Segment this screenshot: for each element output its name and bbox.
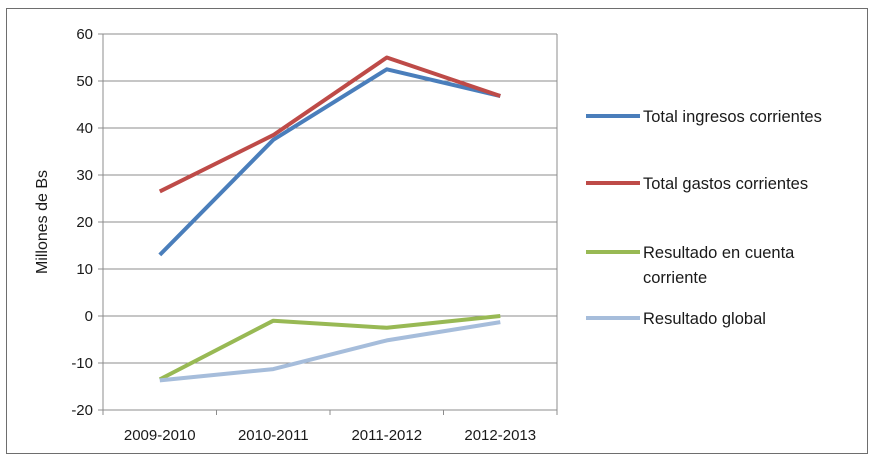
axes <box>98 33 558 415</box>
y-tick-label: 0 <box>85 308 93 325</box>
legend-label: Total gastos corrientes <box>643 175 808 193</box>
y-tick-label: 30 <box>76 167 93 184</box>
y-tick-label: 50 <box>76 73 93 90</box>
y-tick-label: 20 <box>76 214 93 231</box>
y-axis-label: Millones de Bs <box>34 170 51 274</box>
series-line-3 <box>158 314 501 382</box>
legend-label: Resultado global <box>643 310 766 328</box>
series-line-2 <box>158 55 501 194</box>
series-lines <box>158 55 501 383</box>
series-line-1 <box>158 67 501 257</box>
y-tick-label: 10 <box>76 261 93 278</box>
x-tick-label: 2012-2013 <box>464 427 536 444</box>
legend-label: Total ingresos corrientes <box>643 108 822 126</box>
x-tick-label: 2010-2011 <box>238 427 309 444</box>
x-tick-labels: 2009-2010 2010-2011 2011-2012 2012-2013 <box>124 427 536 444</box>
legend-label: corriente <box>643 269 707 287</box>
legend-item: Resultado en cuenta corriente <box>586 244 795 287</box>
series-line-4 <box>159 320 501 383</box>
legend: Total ingresos corrientes Total gastos co… <box>586 108 822 328</box>
legend-item: Total gastos corrientes <box>586 175 808 193</box>
y-tick-label: -20 <box>71 402 93 419</box>
y-tick-label: -10 <box>71 355 93 372</box>
x-tick-label: 2011-2012 <box>351 427 422 444</box>
y-tick-labels: 60 50 40 30 20 10 0 -10 -20 <box>71 26 93 419</box>
y-tick-label: 40 <box>76 120 93 137</box>
legend-label: Resultado en cuenta <box>643 244 795 262</box>
legend-item: Total ingresos corrientes <box>586 108 822 126</box>
legend-item: Resultado global <box>586 310 766 328</box>
y-tick-label: 60 <box>76 26 93 43</box>
x-tick-label: 2009-2010 <box>124 427 196 444</box>
